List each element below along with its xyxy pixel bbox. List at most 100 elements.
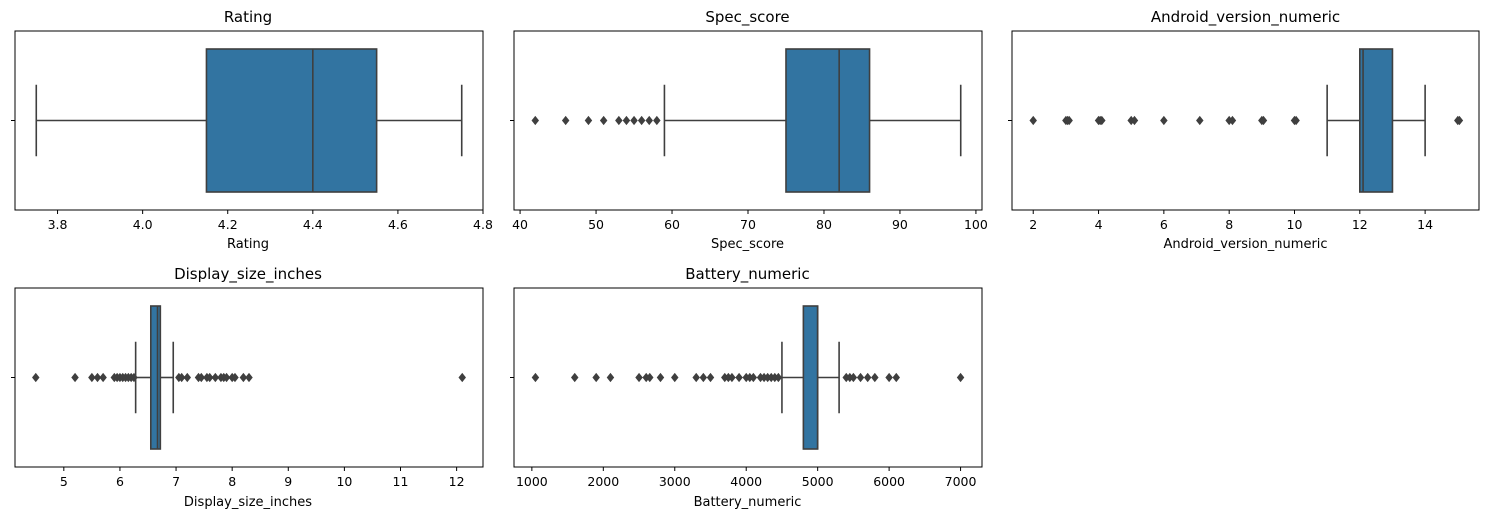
plot-area: 1000 2000 3000 4000 5000 6000 7000 [510, 287, 983, 489]
outlier-point [656, 372, 665, 383]
outlier-point [1292, 115, 1300, 126]
outlier-point [615, 115, 623, 126]
x-tick-label: 90 [892, 217, 908, 232]
plot-area: 3.8 4.0 4.2 4.4 4.6 4.8 [11, 30, 493, 232]
x-tick-label: 6 [1160, 217, 1168, 232]
outlier-point [1029, 115, 1037, 126]
outlier-point [1160, 115, 1168, 126]
panel-battery: Battery_numeric 1000 2000 3000 4000 5000 6000… [510, 265, 983, 510]
outlier-point [863, 372, 872, 383]
panel-title: Battery_numeric [685, 265, 809, 284]
outlier-point [728, 372, 736, 383]
outlier-point [211, 372, 220, 383]
x-tick-label: 4000 [730, 474, 762, 489]
outlier-point [671, 372, 679, 383]
x-tick-label: 14 [1417, 217, 1433, 232]
outlier-point [183, 372, 192, 383]
x-tick-label: 70 [740, 217, 756, 232]
outlier-point [32, 372, 40, 383]
x-tick-label: 50 [588, 217, 604, 232]
outlier-point [531, 115, 540, 126]
x-tick-label: 3000 [659, 474, 691, 489]
plot-area: 40 50 60 70 80 90 100 [510, 30, 988, 232]
outlier-point [458, 372, 466, 383]
iqr-box [785, 48, 871, 193]
outlier-point [849, 372, 858, 383]
outlier-point [222, 372, 231, 383]
x-tick-label: 4.4 [303, 217, 323, 232]
x-tick-label: 11 [393, 474, 409, 489]
outlier-point [856, 372, 865, 383]
x-tick-label: 7 [172, 474, 180, 489]
outlier-point [645, 115, 653, 126]
x-tick-label: 4 [1095, 217, 1103, 232]
x-tick-label: 5000 [802, 474, 834, 489]
outlier-point [706, 372, 715, 383]
x-tick-label: 2 [1029, 217, 1037, 232]
outlier-point [531, 372, 540, 383]
outlier-point [88, 372, 96, 383]
iqr-box [1359, 48, 1394, 193]
x-tick-label: 40 [512, 217, 528, 232]
iqr-box [802, 305, 819, 450]
outlier-point [774, 372, 783, 383]
x-axis-label: Rating [227, 237, 269, 252]
outlier-point [699, 372, 708, 383]
outlier-point [245, 372, 253, 383]
x-tick-label: 4.8 [473, 217, 493, 232]
outlier-point [130, 372, 138, 383]
x-tick-label: 4.2 [218, 217, 238, 232]
outlier-point [637, 115, 646, 126]
x-tick-label: 10 [1287, 217, 1303, 232]
panel-title: Android_version_numeric [1151, 8, 1340, 27]
x-tick-label: 6 [116, 474, 124, 489]
outlier-point [71, 372, 79, 383]
x-tick-label: 1000 [516, 474, 548, 489]
outlier-point [99, 372, 107, 383]
outlier-point [177, 372, 186, 383]
x-tick-label: 8 [1225, 217, 1233, 232]
outlier-point [885, 372, 893, 383]
iqr-box [205, 48, 378, 193]
outlier-point [1259, 115, 1268, 126]
panel-spec-score: Spec_score 40 50 60 70 80 90 100 Spec_score [510, 8, 988, 252]
x-tick-label: 8 [228, 474, 236, 489]
outlier-point [1065, 115, 1073, 126]
outlier-point [1196, 115, 1204, 126]
x-axis-label: Display_size_inches [184, 495, 312, 510]
x-axis-label: Android_version_numeric [1163, 237, 1327, 252]
plot-area: 5 6 7 8 9 10 11 12 [11, 287, 484, 489]
outlier-point [570, 372, 579, 383]
outlier-point [871, 372, 879, 383]
outlier-point [630, 115, 638, 126]
panel-display-size: Display_size_inches 5 6 7 8 9 10 11 12 Display_… [11, 265, 484, 510]
panel-title: Spec_score [705, 8, 789, 27]
outlier-point [692, 372, 700, 383]
outlier-point [1130, 115, 1139, 126]
x-tick-label: 60 [664, 217, 680, 232]
x-tick-label: 10 [336, 474, 352, 489]
outlier-point [653, 115, 661, 126]
outlier-point [956, 372, 965, 383]
x-tick-label: 2000 [587, 474, 619, 489]
x-tick-label: 80 [816, 217, 832, 232]
outlier-point [599, 115, 608, 126]
x-tick-label: 4.0 [133, 217, 153, 232]
x-tick-label: 12 [449, 474, 465, 489]
outlier-point [93, 372, 102, 383]
outlier-point [622, 115, 631, 126]
panel-android-version: Android_version_numeric 2 4 6 8 10 12 14 Andro… [1008, 8, 1480, 252]
outlier-point [892, 372, 901, 383]
x-tick-label: 4.6 [388, 217, 408, 232]
x-tick-label: 9 [284, 474, 292, 489]
plot-area: 2 4 6 8 10 12 14 [1008, 30, 1480, 232]
panel-rating: Rating 3.8 4.0 4.2 4.4 4.6 4.8 Rating [11, 8, 493, 252]
panel-title: Rating [224, 8, 272, 26]
outlier-point [606, 372, 615, 383]
outlier-point [1455, 115, 1464, 126]
x-tick-label: 6000 [873, 474, 905, 489]
outlier-point [239, 372, 248, 383]
outlier-point [1098, 115, 1106, 126]
outlier-point [561, 115, 570, 126]
x-axis-label: Spec_score [711, 237, 784, 252]
